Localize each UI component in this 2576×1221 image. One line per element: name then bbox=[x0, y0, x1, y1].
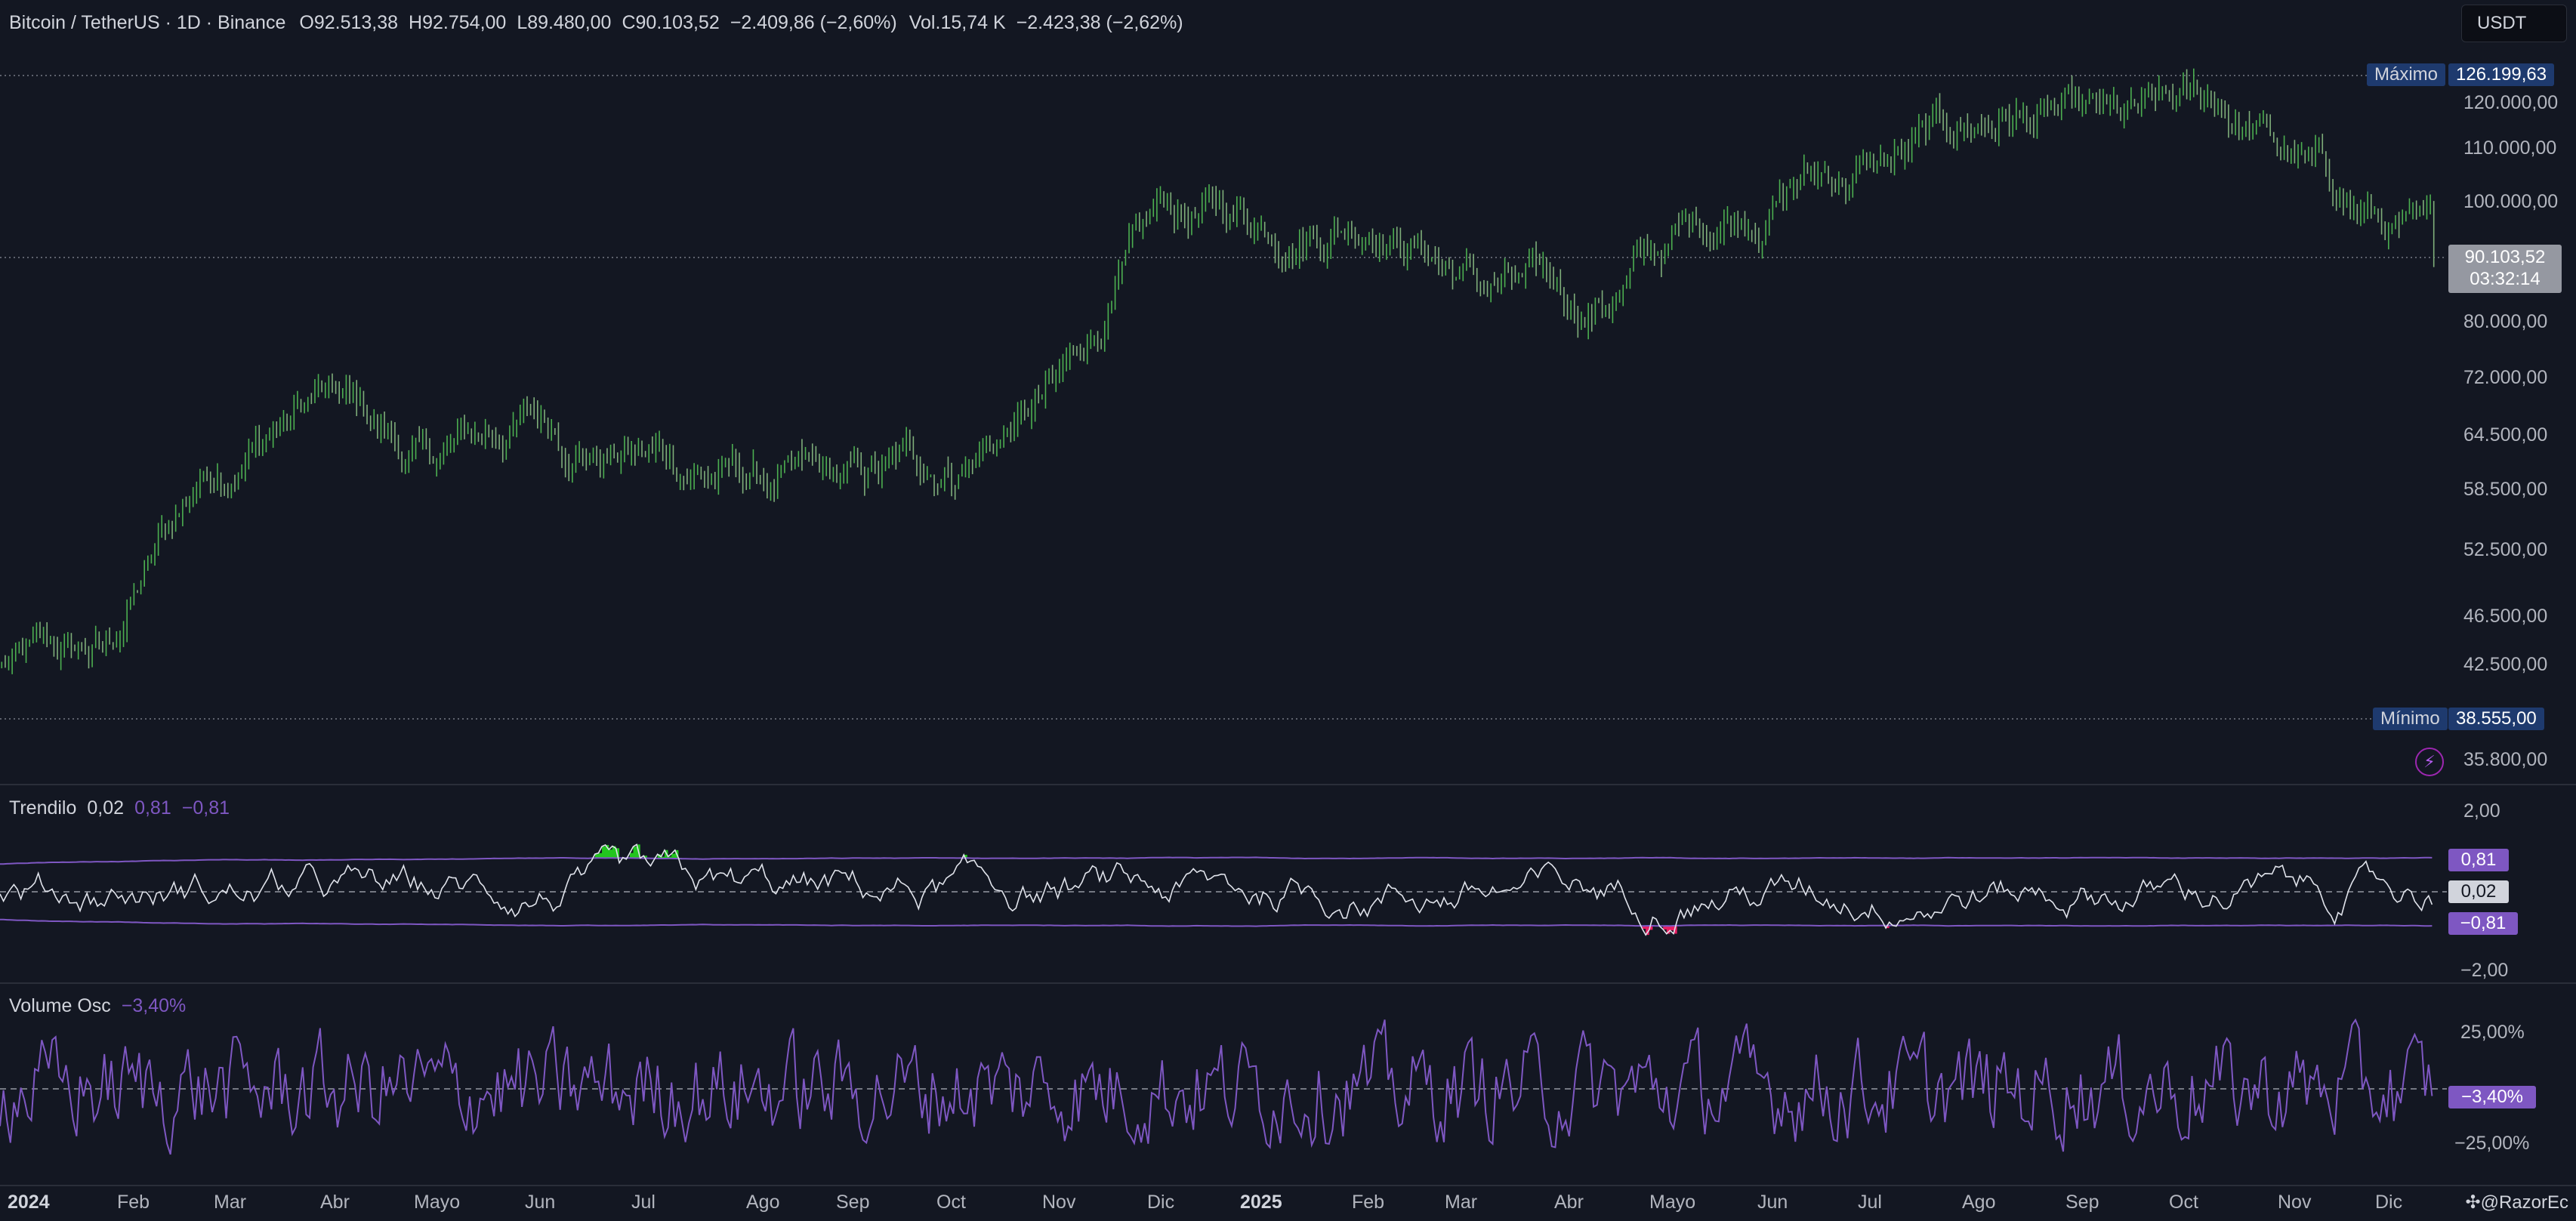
price-tick-label: 52.500,00 bbox=[2463, 539, 2548, 560]
trendilo-down-fill bbox=[1642, 925, 1900, 936]
time-tick-label: Mayo bbox=[1649, 1192, 1696, 1213]
time-tick-label: Feb bbox=[117, 1192, 150, 1213]
price-tick-label: 64.500,00 bbox=[2463, 424, 2548, 446]
time-tick-label: Mar bbox=[1445, 1192, 1478, 1213]
price-tick-label: 100.000,00 bbox=[2463, 191, 2559, 212]
high-label: H bbox=[409, 11, 423, 33]
volume-value: 15,74 K bbox=[940, 11, 1006, 33]
osc-value-tag: −3,40% bbox=[2448, 1086, 2536, 1108]
trendilo-upper-band bbox=[0, 856, 2433, 865]
osc-axis-top: 25,00% bbox=[2460, 1022, 2525, 1043]
countdown-value: 03:32:14 bbox=[2470, 269, 2541, 289]
time-tick-label: Sep bbox=[2065, 1192, 2099, 1213]
price-tick-label: 120.000,00 bbox=[2463, 92, 2559, 113]
close-label: C bbox=[622, 11, 636, 33]
watermark-text: @RazorEc bbox=[2480, 1192, 2568, 1213]
time-tick-label: 2025 bbox=[1240, 1192, 1282, 1213]
trendilo-axis-bottom: −2,00 bbox=[2460, 960, 2509, 981]
price-tick-label: 46.500,00 bbox=[2463, 606, 2548, 627]
time-tick-label: Mayo bbox=[414, 1192, 461, 1213]
time-tick-label: Sep bbox=[836, 1192, 870, 1213]
time-tick-label: Dic bbox=[1147, 1192, 1175, 1213]
volume-osc-name: Volume Osc bbox=[9, 995, 111, 1016]
time-tick-label: Jun bbox=[525, 1192, 556, 1213]
last-price-value: 90.103,52 bbox=[2464, 247, 2546, 267]
trendilo-value: 0,02 bbox=[87, 797, 125, 819]
open-label: O bbox=[299, 11, 314, 33]
low-value: 89.480,00 bbox=[527, 11, 612, 33]
price-tick-label: 72.000,00 bbox=[2463, 367, 2548, 388]
last-price-tag: 90.103,52 03:32:14 bbox=[2448, 245, 2562, 293]
trendilo-up-fill bbox=[594, 844, 967, 859]
price-tick-label: 42.500,00 bbox=[2463, 654, 2548, 675]
low-label: L bbox=[517, 11, 528, 33]
min-value-tag: 38.555,00 bbox=[2448, 708, 2544, 730]
high-value: 92.754,00 bbox=[422, 11, 507, 33]
volume-osc-legend[interactable]: Volume Osc −3,40% bbox=[9, 995, 186, 1017]
time-tick-label: Jun bbox=[1757, 1192, 1788, 1213]
trendilo-name: Trendilo bbox=[9, 797, 77, 819]
time-tick-label: Ago bbox=[746, 1192, 780, 1213]
max-label-tag: Máximo bbox=[2367, 63, 2446, 86]
lightning-icon[interactable]: ⚡ bbox=[2415, 748, 2444, 776]
trendilo-upper-tag: 0,81 bbox=[2448, 849, 2509, 871]
trendilo-pane[interactable] bbox=[0, 843, 2447, 936]
time-tick-label: Jul bbox=[1858, 1192, 1882, 1213]
time-tick-label: Mar bbox=[214, 1192, 247, 1213]
symbol-legend: Bitcoin / TetherUS · 1D · Binance O 92.51… bbox=[9, 8, 1195, 38]
min-label-tag: Mínimo bbox=[2373, 708, 2448, 730]
price-tick-label: 80.000,00 bbox=[2463, 311, 2548, 332]
price-tick-label: 110.000,00 bbox=[2463, 137, 2557, 159]
time-tick-label: Jul bbox=[631, 1192, 656, 1213]
time-tick-label: Oct bbox=[936, 1192, 966, 1213]
time-tick-label: Abr bbox=[320, 1192, 350, 1213]
trendilo-legend[interactable]: Trendilo 0,02 0,81 −0,81 bbox=[9, 797, 230, 819]
trendilo-axis-top: 2,00 bbox=[2463, 800, 2500, 822]
osc-axis-bottom: −25,00% bbox=[2454, 1133, 2530, 1154]
open-value: 92.513,38 bbox=[313, 11, 399, 33]
time-tick-label: Abr bbox=[1554, 1192, 1584, 1213]
volume-osc-pane[interactable] bbox=[0, 1018, 2447, 1155]
change-value: −2.409,86 (−2,60%) bbox=[730, 11, 897, 33]
watermark: ✣@RazorEc bbox=[2466, 1192, 2569, 1213]
volume-osc-line bbox=[0, 1018, 2433, 1155]
trendilo-lower-tag: −0,81 bbox=[2448, 912, 2518, 935]
price-tick-label: 58.500,00 bbox=[2463, 479, 2548, 500]
watermark-logo-icon: ✣ bbox=[2465, 1192, 2481, 1213]
time-tick-label: Dic bbox=[2375, 1192, 2403, 1213]
trendilo-line bbox=[0, 843, 2433, 936]
time-tick-label: Oct bbox=[2169, 1192, 2198, 1213]
currency-button[interactable]: USDT bbox=[2461, 5, 2567, 42]
trendilo-lower: −0,81 bbox=[181, 797, 230, 819]
time-tick-label: Nov bbox=[2278, 1192, 2312, 1213]
volume-label: Vol. bbox=[909, 11, 941, 33]
trendilo-upper: 0,81 bbox=[134, 797, 171, 819]
symbol-title[interactable]: Bitcoin / TetherUS · 1D · Binance bbox=[9, 11, 286, 33]
time-tick-label: Feb bbox=[1352, 1192, 1385, 1213]
time-tick-label: Nov bbox=[1042, 1192, 1076, 1213]
trendilo-lower-band bbox=[0, 918, 2433, 927]
volume-osc-value: −3,40% bbox=[121, 995, 187, 1016]
price-pane[interactable] bbox=[0, 68, 2447, 720]
max-value-tag: 126.199,63 bbox=[2448, 63, 2555, 86]
close-value: 90.103,52 bbox=[635, 11, 720, 33]
price-tick-label: 35.800,00 bbox=[2463, 749, 2548, 770]
time-tick-label: 2024 bbox=[8, 1192, 50, 1213]
volume-change: −2.423,38 (−2,62%) bbox=[1016, 11, 1183, 33]
trendilo-value-tag: 0,02 bbox=[2448, 880, 2509, 903]
time-tick-label: Ago bbox=[1962, 1192, 1996, 1213]
